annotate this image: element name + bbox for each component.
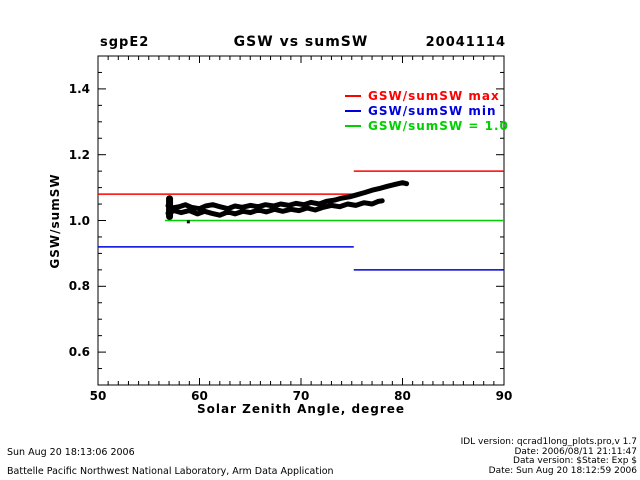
legend: GSW/sumSW max GSW/sumSW min GSW/sumSW = … [345, 88, 509, 133]
site-label: sgpE2 [100, 35, 150, 50]
idl-date-line: Date: 2006/08/11 21:11:47 [514, 446, 637, 457]
legend-min-label: GSW/sumSW min [368, 103, 497, 118]
legend-item-min: GSW/sumSW min [345, 103, 509, 118]
legend-item-max: GSW/sumSW max [345, 88, 509, 103]
y-axis-title: GSW/sumSW [48, 173, 62, 269]
plot-title: GSW vs sumSW [233, 34, 369, 50]
data-version-line: Data version: $State: Exp $ [513, 456, 637, 466]
plot-date-line: Date: Sun Aug 20 18:12:59 2006 [488, 465, 637, 476]
generated-timestamp: Sun Aug 20 18:13:06 2006 [7, 447, 135, 458]
footer-left: Sun Aug 20 18:13:06 2006 Battelle Pacifi… [7, 447, 334, 477]
data-trace-upper-branch [165, 180, 410, 212]
legend-unity-label: GSW/sumSW = 1.0 [368, 118, 509, 133]
legend-max-line-sample [345, 94, 361, 97]
footer-right: IDL version: qcrad1long_plots.pro,v 1.7 … [460, 437, 637, 476]
organization-label: Battelle Pacific Northwest National Labo… [7, 466, 334, 477]
legend-unity-line-sample [345, 124, 361, 127]
x-axis-title: Solar Zenith Angle, degree [196, 402, 406, 416]
legend-item-unity: GSW/sumSW = 1.0 [345, 118, 509, 133]
outlier-point [186, 220, 190, 224]
data-trace-lower-branch [165, 198, 385, 218]
legend-max-label: GSW/sumSW max [368, 88, 500, 103]
legend-min-line-sample [345, 109, 361, 112]
date-label: 20041114 [425, 35, 506, 50]
idl-version-line: IDL version: qcrad1long_plots.pro,v 1.7 [460, 437, 637, 447]
